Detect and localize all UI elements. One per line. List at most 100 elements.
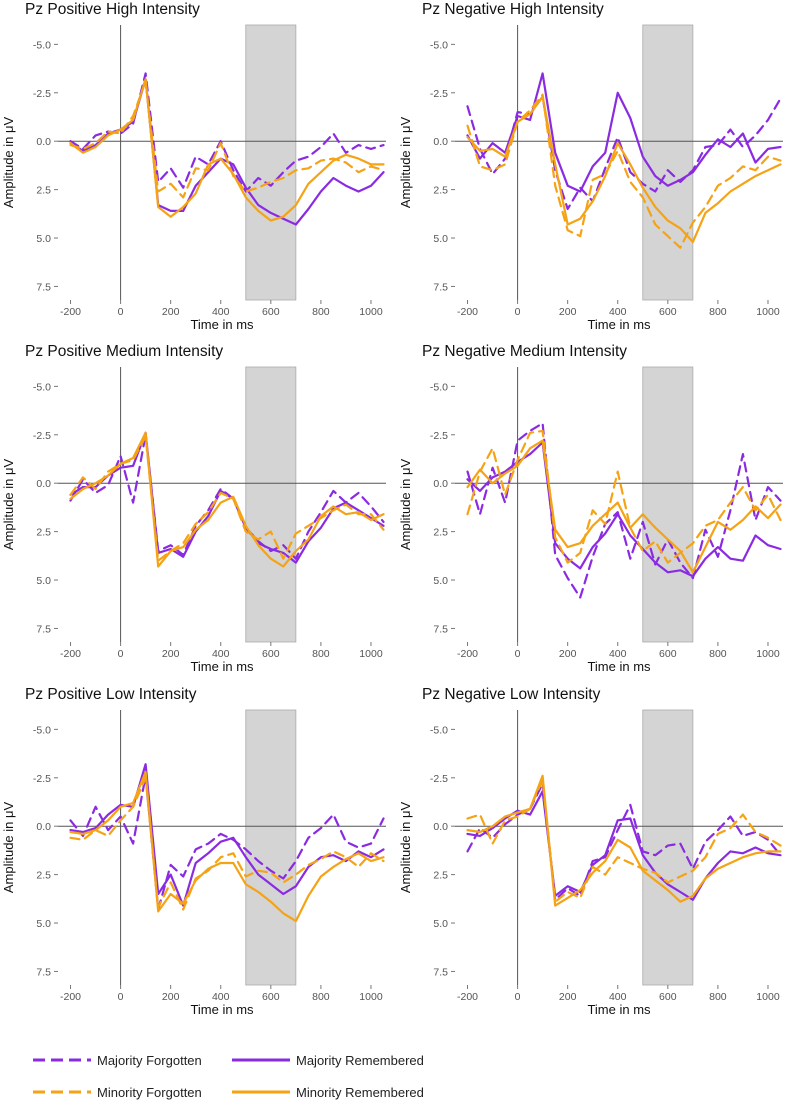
y-tick-label: -2.5 — [33, 773, 51, 785]
legend-label: Majority Remembered — [296, 1053, 424, 1068]
panel-3: Pz Positive Medium Intensity -5.0 -2.5 0.0 2… — [1, 343, 386, 674]
y-tick-label: -5.0 — [430, 381, 448, 393]
x-tick-label: -200 — [60, 306, 81, 318]
x-tick-label: 200 — [559, 648, 577, 660]
x-axis-label: Time in ms — [587, 317, 651, 332]
y-tick-label: 2.5 — [36, 185, 51, 197]
x-tick-label: 200 — [559, 991, 577, 1003]
y-tick-label: -2.5 — [430, 88, 448, 100]
series-line-minority-forgotten — [69, 776, 385, 911]
legend-item: Minority Remembered — [232, 1085, 424, 1100]
x-tick-label: 0 — [118, 648, 124, 660]
x-tick-label: 600 — [262, 648, 280, 660]
x-tick-label: 0 — [515, 306, 521, 318]
y-tick-label: 2.5 — [36, 870, 51, 882]
y-tick-label: 5.0 — [36, 575, 51, 587]
x-tick-label: -200 — [457, 306, 478, 318]
x-axis-label: Time in ms — [190, 659, 254, 674]
series-line-minority-remembered — [69, 770, 385, 923]
legend-item: Minority Forgotten — [33, 1085, 202, 1100]
x-tick-label: 600 — [659, 306, 677, 318]
x-tick-label: 0 — [118, 306, 124, 318]
y-tick-label: 5.0 — [36, 233, 51, 245]
y-tick-label: -5.0 — [33, 381, 51, 393]
panel-1: Pz Positive High Intensity -5.0 -2.5 0.0 2.5… — [1, 1, 386, 332]
x-tick-label: 1000 — [359, 648, 383, 660]
y-tick-label: 2.5 — [433, 185, 448, 197]
y-tick-label: 7.5 — [433, 623, 448, 635]
y-axis-label: Amplitude in μV — [398, 459, 413, 551]
x-tick-label: 400 — [212, 991, 230, 1003]
y-axis-label: Amplitude in μV — [1, 117, 16, 209]
analysis-window — [245, 709, 297, 986]
analysis-window — [642, 709, 694, 986]
x-tick-label: 1000 — [359, 991, 383, 1003]
analysis-window — [245, 366, 297, 643]
y-tick-label: 2.5 — [433, 527, 448, 539]
legend-label: Minority Remembered — [296, 1085, 424, 1100]
series-line-minority-remembered — [69, 431, 385, 568]
x-tick-label: 0 — [515, 991, 521, 1003]
series-line-minority-forgotten — [466, 93, 782, 249]
series-line-minority-remembered — [466, 774, 782, 907]
x-tick-label: 800 — [709, 648, 727, 660]
y-tick-label: 0.0 — [433, 136, 448, 148]
legend-label: Majority Forgotten — [97, 1053, 202, 1068]
x-tick-label: -200 — [457, 648, 478, 660]
y-tick-label: 0.0 — [433, 821, 448, 833]
chart-title: Pz Positive Low Intensity — [25, 686, 197, 703]
series-line-majority-forgotten — [466, 782, 782, 901]
x-tick-label: 1000 — [756, 306, 780, 318]
series-line-majority-remembered — [69, 78, 385, 226]
series-line-majority-remembered — [69, 763, 385, 907]
panel-5: Pz Positive Low Intensity -5.0 -2.5 0.0 2.5 5… — [1, 686, 386, 1017]
x-tick-label: 400 — [212, 306, 230, 318]
y-tick-label: -5.0 — [33, 724, 51, 736]
x-tick-label: 800 — [709, 306, 727, 318]
x-tick-label: 800 — [312, 991, 330, 1003]
series-line-minority-forgotten — [466, 778, 782, 903]
x-tick-label: 0 — [118, 991, 124, 1003]
y-tick-label: 7.5 — [433, 281, 448, 293]
x-axis-label: Time in ms — [587, 1002, 651, 1017]
y-axis-label: Amplitude in μV — [398, 117, 413, 209]
x-tick-label: 600 — [659, 991, 677, 1003]
x-tick-label: 600 — [262, 306, 280, 318]
y-tick-label: 5.0 — [433, 233, 448, 245]
x-tick-label: 800 — [312, 306, 330, 318]
analysis-window — [642, 366, 694, 643]
x-tick-label: 400 — [609, 306, 627, 318]
y-tick-label: 7.5 — [36, 966, 51, 978]
y-tick-label: -5.0 — [430, 39, 448, 51]
y-axis-label: Amplitude in μV — [1, 459, 16, 551]
chart-title: Pz Negative Medium Intensity — [422, 343, 627, 360]
x-tick-label: 400 — [609, 991, 627, 1003]
y-tick-label: 0.0 — [433, 478, 448, 490]
legend-label: Minority Forgotten — [97, 1085, 202, 1100]
panel-4: Pz Negative Medium Intensity -5.0 -2.5 0.0 2… — [398, 343, 783, 674]
y-tick-label: 2.5 — [433, 870, 448, 882]
series-line-minority-forgotten — [466, 429, 782, 564]
series-line-minority-forgotten — [69, 80, 385, 199]
x-tick-label: 200 — [559, 306, 577, 318]
panel-2: Pz Negative High Intensity -5.0 -2.5 0.0 2.5… — [398, 1, 783, 332]
y-tick-label: 7.5 — [36, 623, 51, 635]
legend-item: Majority Forgotten — [33, 1053, 202, 1068]
y-tick-label: 0.0 — [36, 136, 51, 148]
y-tick-label: -5.0 — [33, 39, 51, 51]
x-tick-label: 600 — [659, 648, 677, 660]
x-tick-label: 800 — [709, 991, 727, 1003]
series-line-majority-remembered — [69, 431, 385, 564]
series-line-majority-remembered — [466, 441, 782, 578]
y-tick-label: 7.5 — [36, 281, 51, 293]
x-tick-label: 1000 — [756, 648, 780, 660]
series-line-majority-remembered — [466, 72, 782, 193]
x-tick-label: 0 — [515, 648, 521, 660]
erp-figure: Pz Positive High Intensity -5.0 -2.5 0.0 2.5… — [1, 1, 783, 1017]
y-axis-label: Amplitude in μV — [1, 802, 16, 894]
y-axis-label: Amplitude in μV — [398, 802, 413, 894]
x-axis-label: Time in ms — [190, 317, 254, 332]
y-tick-label: -5.0 — [430, 724, 448, 736]
series-line-minority-remembered — [466, 439, 782, 574]
x-tick-label: 400 — [609, 648, 627, 660]
